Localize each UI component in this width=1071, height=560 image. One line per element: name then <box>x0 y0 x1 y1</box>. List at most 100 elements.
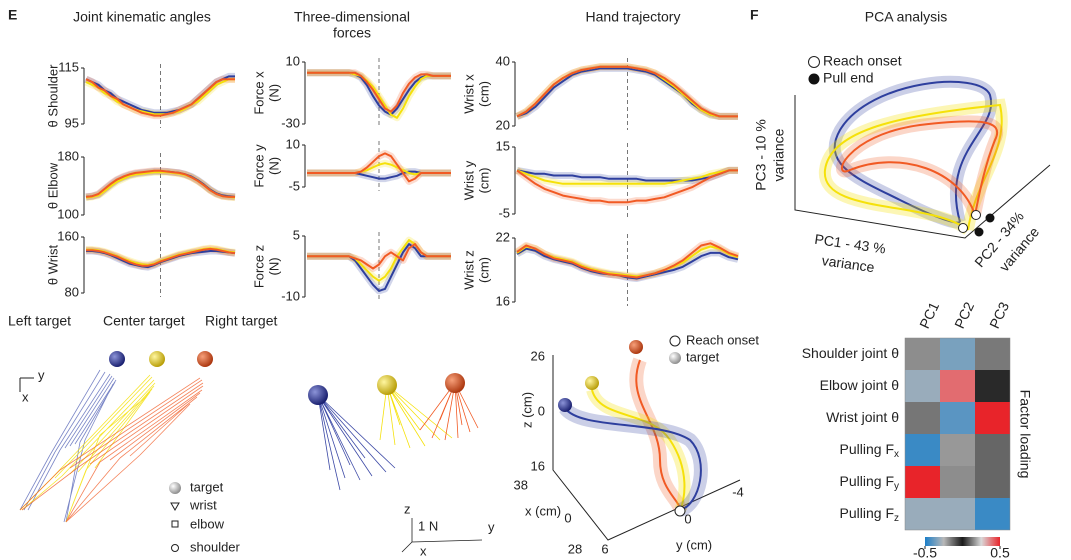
row-label-text: Wrist joint θ <box>826 409 899 425</box>
colorbar-tick-label: -0.5 <box>913 545 937 560</box>
column-title: forces <box>333 25 371 41</box>
y-axis-label: Wrist y <box>461 160 476 200</box>
tick-label: 16 <box>531 458 545 473</box>
column-title: Joint kinematic angles <box>73 9 211 25</box>
row-label-text: Pulling F <box>840 441 894 457</box>
y-axis-label: Force x <box>251 71 266 115</box>
column-title: PCA analysis <box>865 9 947 25</box>
y-tick-label: 22 <box>496 229 510 244</box>
y-axis-label: θ Shoulder <box>45 64 60 128</box>
y-tick-label: 10 <box>286 136 300 151</box>
row-label-text: Elbow joint θ <box>820 377 900 393</box>
heatmap-border <box>904 337 1011 531</box>
axis-label: PC3 - 10 % <box>753 119 769 191</box>
y-tick-label: -30 <box>281 115 300 130</box>
row-label-text: Pulling F <box>840 473 894 489</box>
legend-label: elbow <box>190 516 225 531</box>
legend-label: Reach onset <box>823 53 902 69</box>
y-tick-label: 95 <box>65 115 79 130</box>
tick-label: 0 <box>538 403 545 418</box>
heatmap-cell <box>940 402 975 434</box>
row-label: Pulling Fz <box>840 505 899 524</box>
row-label: Pulling Fx <box>840 441 899 460</box>
line <box>307 152 451 183</box>
line <box>516 242 739 279</box>
scale-label: 1 N <box>418 518 438 533</box>
row-label-text: Pulling F <box>840 505 894 521</box>
y-axis-label: θ Elbow <box>45 162 60 209</box>
y-tick-label: 20 <box>496 117 510 132</box>
tick-label: 28 <box>568 541 582 556</box>
heatmap-cell <box>940 466 975 498</box>
heatmap-cell <box>905 466 940 498</box>
y-axis-label: Force y <box>251 144 266 188</box>
line <box>85 169 235 198</box>
line <box>516 169 738 182</box>
tick-label: 0 <box>564 510 571 525</box>
heatmap-cell <box>905 370 940 402</box>
y-tick-label: 100 <box>57 206 79 221</box>
y-axis-label: (N) <box>266 257 281 275</box>
row-label: Pulling Fy <box>840 473 899 492</box>
line <box>516 65 738 118</box>
tick-label: 38 <box>514 477 528 492</box>
row-label: Wrist joint θ <box>826 409 899 425</box>
line <box>516 169 738 185</box>
legend-label: target <box>190 479 224 494</box>
heatmap-cell <box>905 402 940 434</box>
y-axis-label: Wrist x <box>461 74 476 114</box>
axis-label: variance <box>771 128 787 181</box>
heatmap-cell <box>940 434 975 466</box>
heatmap-cell <box>975 402 1010 434</box>
column-label: PC1 <box>916 299 942 331</box>
tick-label: 0 <box>684 511 691 526</box>
colorbar <box>925 537 1000 546</box>
legend-label: Pull end <box>823 70 874 86</box>
row-label-sub: z <box>894 513 899 524</box>
panel-label: E <box>8 7 17 23</box>
y-tick-label: 15 <box>496 138 510 153</box>
colorbar-label: Factor loading <box>1017 390 1033 479</box>
heatmap-cell <box>905 338 940 370</box>
row-label-sub: y <box>894 481 899 492</box>
heatmap-cell <box>975 434 1010 466</box>
y-axis-label: (N) <box>266 84 281 102</box>
heatmap-cell <box>940 498 975 530</box>
heatmap-cell <box>905 498 940 530</box>
legend-label: Reach onset <box>686 332 759 347</box>
axis-label: z (cm) <box>519 392 534 428</box>
y-axis-label: θ Wrist <box>45 245 60 286</box>
y-tick-label: 40 <box>496 53 510 68</box>
row-label-sub: x <box>894 449 899 460</box>
heatmap-cell <box>905 434 940 466</box>
heatmap-cell <box>975 498 1010 530</box>
colorbar-tick-label: 0.5 <box>990 545 1010 560</box>
column-label: PC2 <box>951 299 977 331</box>
arm-diagram <box>19 351 213 552</box>
legend-label: Right target <box>205 313 277 329</box>
y-tick-label: 115 <box>58 59 79 74</box>
y-axis-label: (cm) <box>476 168 491 194</box>
force-diagram <box>308 373 483 553</box>
y-tick-label: 80 <box>65 284 79 299</box>
y-tick-label: 5 <box>293 227 300 242</box>
column-label: PC3 <box>986 299 1012 331</box>
axis-label: x <box>22 389 29 404</box>
y-tick-label: 10 <box>286 53 300 68</box>
tick-label: 6 <box>601 541 608 556</box>
y-tick-label: -10 <box>281 288 300 303</box>
row-label: Elbow joint θ <box>820 377 900 393</box>
y-tick-label: 180 <box>57 148 79 163</box>
heatmap-cell <box>940 370 975 402</box>
legend-label: Left target <box>8 313 71 329</box>
y-tick-label: 160 <box>57 228 79 243</box>
legend-label: wrist <box>189 497 217 512</box>
column-title: Hand trajectory <box>586 9 681 25</box>
legend-label: target <box>686 349 720 364</box>
y-tick-label: -5 <box>498 205 510 220</box>
axis-label: y (cm) <box>676 537 712 552</box>
y-axis-label: Wrist z <box>461 250 476 289</box>
y-axis-label: (N) <box>266 157 281 175</box>
